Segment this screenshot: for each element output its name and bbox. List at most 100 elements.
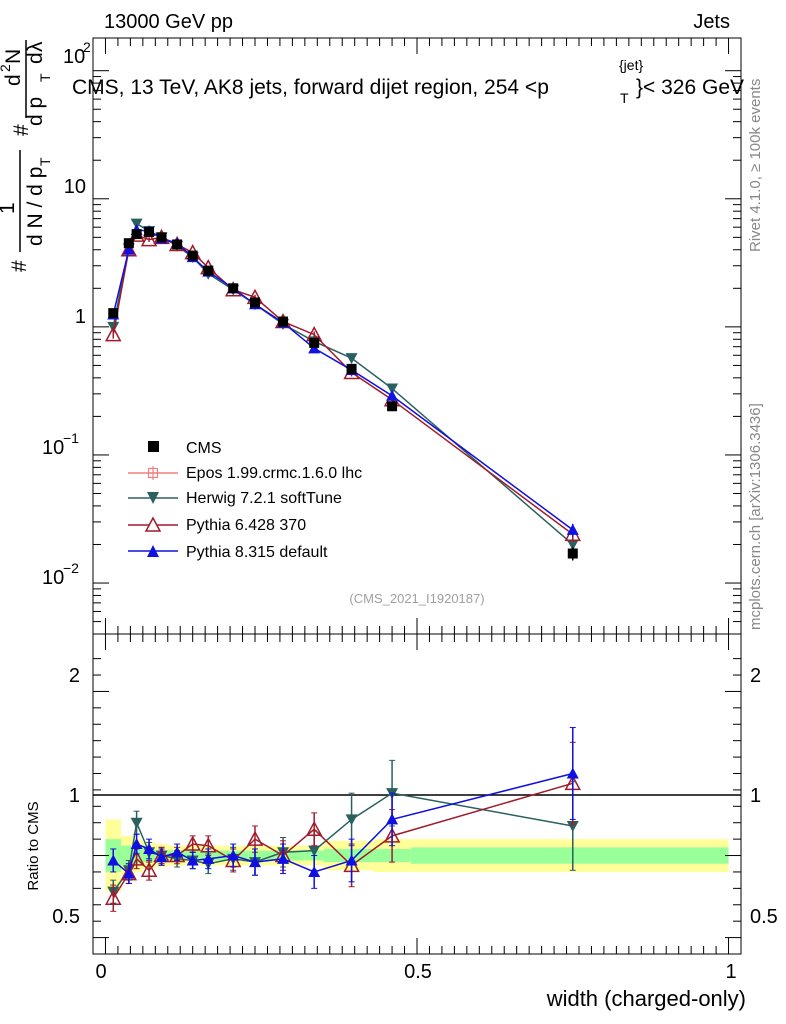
data-point	[187, 250, 198, 261]
ratio-series-herwig-7-2-1-softtune	[107, 759, 579, 904]
data-point	[122, 243, 135, 255]
data-point	[387, 401, 398, 412]
legend-marker-herwig	[147, 492, 159, 504]
ratio-data-point	[249, 856, 261, 868]
x-tick-labels: 0 0.5 1	[95, 961, 736, 983]
ratio-data-point	[386, 813, 399, 825]
data-point	[203, 265, 214, 276]
ytick-100-exp: 2	[83, 39, 91, 55]
ratio-data-point	[184, 835, 201, 851]
main-axis-ticks	[93, 38, 741, 635]
ratio-band-inner	[410, 847, 729, 864]
ratio-data-point	[345, 854, 358, 866]
ratio-data-point	[130, 838, 143, 850]
ratio-data-point	[305, 820, 323, 837]
legend-marker-pythia6	[144, 516, 162, 532]
data-point	[309, 337, 320, 348]
ratio-ytick-left-0p5: 0.5	[52, 906, 80, 928]
ytick-10: 10	[64, 176, 86, 198]
ratio-data-point	[155, 851, 168, 863]
ratio-data-point	[186, 854, 199, 866]
series-cms	[108, 227, 578, 561]
main-y-tick-labels: 10 2 10 1 10 −1 10 −2	[42, 39, 91, 589]
data-point	[131, 229, 142, 240]
ratio-data-point	[246, 830, 264, 846]
ylabel-N: N	[2, 49, 25, 64]
series-pythia-8-315-default	[107, 224, 579, 537]
data-point	[123, 238, 134, 249]
analysis-tag: (CMS_2021_I1920187)	[349, 591, 484, 606]
ratio-data-point	[566, 767, 579, 779]
ratio-data-point	[277, 852, 290, 864]
ytick-0p01-base: 10	[42, 567, 64, 589]
legend-marker-cms	[148, 441, 159, 452]
xtick-0: 0	[95, 961, 106, 983]
ylabel-2-sup: 2	[0, 64, 13, 72]
series-line	[112, 222, 574, 546]
ytick-0p01-exp: −2	[63, 560, 79, 576]
data-point	[228, 283, 239, 294]
ylabel-T-sub-2: T	[37, 73, 53, 82]
ylabel-hash1: #	[8, 260, 31, 272]
data-point	[567, 548, 578, 559]
legend-label-cms: CMS	[186, 440, 222, 457]
data-point	[156, 232, 167, 243]
title-T-sub: T	[620, 90, 629, 106]
title-end: }< 326 GeV	[636, 76, 744, 99]
rivet-version-label: Rivet 4.1.0, ≥ 100k events	[747, 79, 764, 252]
data-point	[250, 297, 260, 308]
data-point	[346, 363, 357, 374]
data-point	[278, 316, 289, 327]
ratio-data-point	[308, 845, 321, 857]
ratio-data-point	[107, 854, 120, 866]
series-line	[112, 234, 574, 535]
data-point	[140, 231, 158, 247]
xtick-1: 1	[725, 961, 736, 983]
ylabel-dpt: d p	[24, 97, 47, 126]
mcplots-label: mcplots.cern.ch [arXiv:1306.3436]	[747, 403, 764, 630]
ratio-y-tick-labels: 0.5 1 2 0.5 1 2	[52, 665, 778, 928]
ratio-ytick-right-1: 1	[750, 785, 761, 807]
ylabel-lambda: λ	[24, 41, 47, 52]
ylabel-d-lambda-d: d	[24, 52, 47, 64]
ratio-data-point	[566, 821, 579, 832]
ratio-data-point	[143, 842, 156, 854]
data-point	[345, 353, 358, 365]
ytick-100-base: 10	[63, 46, 85, 68]
ratio-data-point	[122, 867, 135, 879]
legend-label-herwig: Herwig 7.2.1 softTune	[186, 490, 342, 507]
ytick-1: 1	[75, 306, 86, 328]
ratio-data-point	[345, 814, 358, 826]
ratio-data-point	[171, 846, 184, 858]
ratio-data-point	[104, 889, 122, 905]
legend-marker-pythia8	[147, 545, 159, 557]
data-point	[120, 241, 138, 257]
legend: CMS Epos 1.99.crmc.1.6.0 lhc Herwig 7.2.…	[128, 440, 362, 561]
ytick-0p1-exp: −1	[63, 430, 79, 446]
ratio-data-point	[202, 852, 215, 864]
data-point	[144, 227, 155, 238]
data-point	[386, 383, 399, 395]
data-point	[386, 389, 399, 401]
ratio-axis-ticks	[93, 634, 741, 954]
ratio-y-axis-label: Ratio to CMS	[25, 801, 42, 890]
series-pythia-6-428-370	[104, 226, 582, 542]
category-label: Jets	[693, 11, 730, 33]
ratio-uncertainty-bands	[105, 819, 729, 892]
main-y-axis-label: # 1 d N / d p T # d 2 N d p T d λ	[0, 40, 53, 272]
ratio-ytick-left-1: 1	[69, 785, 80, 807]
data-point	[172, 239, 183, 250]
ratio-data-point	[227, 849, 240, 861]
legend-label-pythia6: Pythia 6.428 370	[186, 517, 306, 534]
main-data-layer	[104, 218, 582, 561]
ratio-ytick-right-2: 2	[750, 665, 761, 687]
legend-label-pythia8: Pythia 8.315 default	[186, 544, 328, 561]
ratio-data-point	[140, 861, 158, 878]
ratio-panel-frame	[92, 633, 742, 955]
data-point	[566, 539, 579, 551]
data-point	[108, 308, 119, 319]
chart-title: CMS, 13 TeV, AK8 jets, forward dijet reg…	[72, 57, 744, 106]
ratio-data-point	[308, 865, 321, 877]
ylabel-one: 1	[0, 202, 19, 214]
